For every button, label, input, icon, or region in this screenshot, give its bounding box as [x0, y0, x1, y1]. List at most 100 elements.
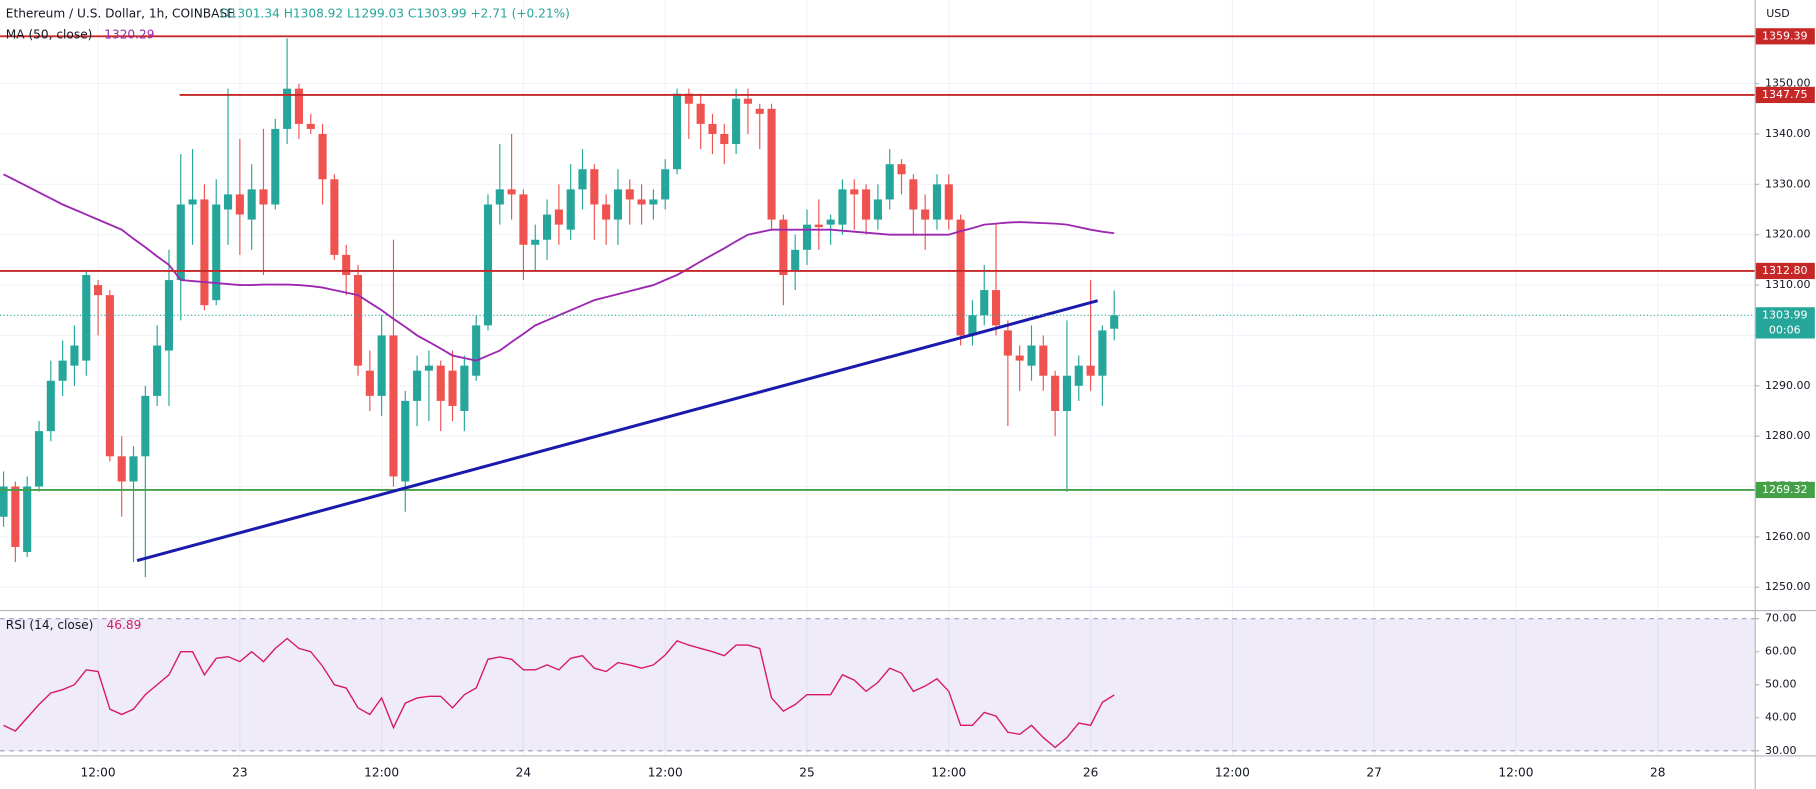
level-label: 1312.80 [1762, 264, 1807, 277]
candle-body [223, 194, 233, 210]
candle-body [755, 108, 764, 114]
y-tick-label: 1320.00 [1765, 228, 1810, 241]
candle-body [684, 93, 693, 104]
candle-body [153, 345, 162, 396]
candle-body [342, 254, 351, 275]
candle-body [105, 295, 114, 457]
marks [0, 35, 1755, 749]
level-label-box [1755, 481, 1815, 499]
candle-body [850, 189, 859, 195]
y-tick-label: 1350.00 [1765, 77, 1810, 90]
y-tick-label: 1260.00 [1765, 530, 1810, 543]
candle-body [448, 370, 457, 406]
candle-body [176, 204, 185, 281]
ma-legend: MA (50, close) [6, 27, 93, 41]
candle-body [944, 184, 953, 220]
candle-body [826, 219, 835, 225]
level-label-box [1755, 28, 1815, 45]
candle-body [424, 365, 433, 371]
candle-body [318, 133, 327, 180]
candle-body [732, 98, 741, 145]
candle-body [814, 224, 823, 228]
candle-body [235, 194, 244, 215]
candle-body [188, 199, 197, 205]
x-tick-label: 26 [1083, 765, 1098, 779]
candle-body [932, 184, 942, 220]
candle-body [436, 365, 445, 401]
candle-body [460, 365, 469, 411]
y-tick-label: 1250.00 [1765, 580, 1810, 593]
candle-body [94, 285, 103, 296]
x-tick-label: 12:00 [648, 765, 683, 779]
candle-body [519, 194, 528, 245]
y-tick-label: 1340.00 [1765, 127, 1810, 140]
x-tick-label: 12:00 [1215, 765, 1250, 779]
candle-body [34, 431, 44, 487]
candle-body [306, 123, 315, 129]
candle-body [164, 280, 174, 351]
candle-body [294, 88, 303, 124]
candle-body [802, 224, 812, 250]
candle-body [23, 486, 32, 553]
candle-body [377, 335, 386, 396]
y-tick-label: 1290.00 [1765, 379, 1810, 392]
candle-body [909, 179, 918, 210]
candle-body [46, 380, 55, 432]
candle-body [992, 290, 1001, 326]
candle-body [720, 133, 729, 145]
candle-body [767, 108, 776, 220]
candle-body [82, 274, 91, 361]
rsi-tick-label: 30.00 [1765, 744, 1796, 757]
candle-body [1039, 345, 1048, 376]
candle-body [353, 274, 363, 366]
last-price-label: 1303.99 [1762, 308, 1807, 321]
candle-body [743, 98, 752, 104]
candle-body [885, 164, 894, 200]
candle-body [1051, 375, 1060, 411]
candle-body [283, 88, 292, 129]
level-label-box [1755, 86, 1815, 104]
candle-body [921, 209, 930, 220]
labels: Ethereum / U.S. Dollar, 1h, COINBASE O13… [6, 6, 1815, 779]
rsi-band [0, 618, 1755, 751]
candle-body [483, 204, 493, 326]
candle-body [259, 189, 268, 205]
candle-body [1110, 315, 1119, 329]
x-tick-label: 12:00 [81, 765, 116, 779]
symbol-title: Ethereum / U.S. Dollar, 1h, COINBASE [6, 6, 235, 20]
rsi-tick-label: 60.00 [1765, 645, 1796, 658]
y-tick-label: 1280.00 [1765, 429, 1810, 442]
candle-body [1074, 365, 1083, 386]
ma-legend-value: 1320.29 [104, 27, 154, 41]
rsi-tick-label: 70.00 [1765, 612, 1796, 625]
candle-body [862, 189, 871, 220]
x-tick-label: 23 [232, 765, 247, 779]
candle-body [838, 189, 847, 225]
candle-body [117, 456, 126, 482]
candle-body [401, 400, 410, 482]
candle-body [625, 189, 634, 200]
candle-body [661, 169, 670, 200]
candle-body [365, 370, 374, 396]
candle-body [637, 199, 646, 205]
level-label: 1359.39 [1762, 29, 1807, 42]
level-label-box [1755, 262, 1815, 280]
candle-body [1086, 365, 1095, 376]
candle-body [649, 199, 658, 205]
candle-body [708, 123, 717, 134]
candle-body [330, 179, 339, 255]
rsi-legend-value: 46.89 [107, 618, 142, 632]
currency-label: USD [1766, 7, 1790, 20]
ma-line [3, 173, 1115, 362]
candle-body [554, 209, 563, 225]
x-tick-label: 12:00 [364, 765, 399, 779]
countdown-label: 00:06 [1769, 323, 1801, 336]
candle-body [507, 189, 516, 195]
candle-body [1027, 345, 1036, 366]
x-tick-label: 12:00 [1498, 765, 1533, 779]
last-price-box [1755, 307, 1815, 339]
trendline [136, 299, 1099, 563]
candle-body [389, 335, 398, 477]
